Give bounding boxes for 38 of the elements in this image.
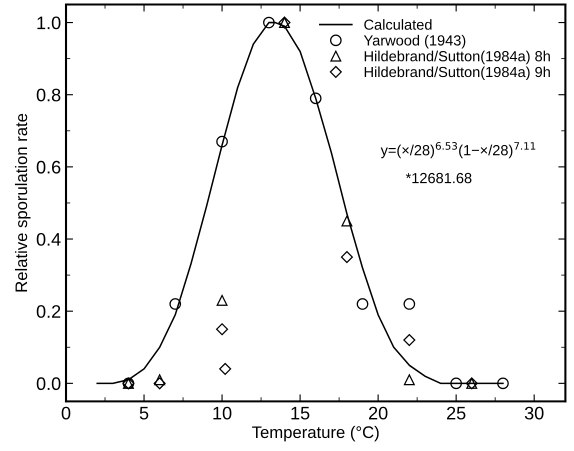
x-tick-label: 10 (213, 406, 232, 420)
point (216, 294, 228, 306)
x-tick-label: 20 (368, 406, 388, 420)
point (404, 298, 416, 310)
y-tick-label: 0.8 (36, 88, 60, 102)
point (403, 334, 416, 346)
annotation: *12681.68 (406, 172, 472, 184)
point (219, 362, 232, 375)
y-tick-label: 0.4 (36, 232, 61, 246)
point (216, 323, 228, 336)
annotation: y=(×/28)$^{6.53}$(1−×/28)$^{7.11}$ (380, 142, 536, 158)
x-tick-label: 30 (524, 406, 544, 420)
legend-label: Calculated (364, 19, 432, 30)
legend-label: Hildebrand/Sutton(1984a) 8h (364, 50, 550, 64)
point (169, 298, 182, 310)
point (450, 378, 462, 390)
x-tick-label: 5 (140, 406, 148, 420)
y-tick-label: 0.2 (36, 305, 60, 318)
x-axis-title: Temperature (°C) (252, 426, 379, 442)
point (404, 374, 415, 386)
y-tick-label: 1.0 (37, 16, 60, 30)
y-axis-title: Relative sporulation rate (14, 114, 30, 292)
point (154, 377, 166, 390)
legend-label: Yarwood (1943) (364, 34, 466, 48)
y-tick-label: 0.6 (36, 160, 60, 174)
point (340, 251, 353, 264)
x-tick-label: 15 (291, 406, 310, 420)
point (216, 136, 228, 148)
point (341, 216, 352, 226)
point (356, 298, 368, 310)
point (263, 16, 275, 28)
x-tick-label: 0 (62, 406, 70, 420)
x-tick-label: 25 (447, 406, 466, 420)
legend-label: Hildebrand/Sutton(1984a) 9h (364, 66, 550, 80)
point (154, 374, 166, 386)
point (497, 378, 509, 390)
y-tick-label: 0.0 (36, 377, 60, 390)
point (310, 92, 322, 104)
